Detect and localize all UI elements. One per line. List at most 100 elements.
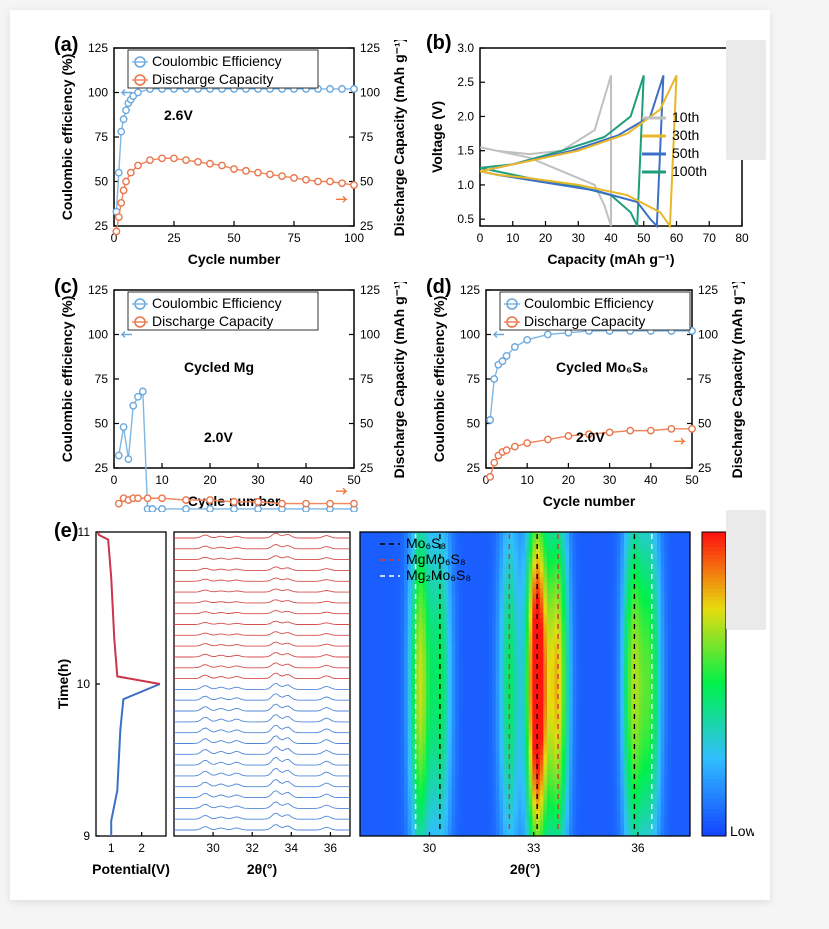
svg-text:80: 80 — [735, 231, 749, 245]
svg-text:75: 75 — [360, 130, 374, 144]
svg-text:25: 25 — [360, 219, 374, 233]
svg-text:100: 100 — [460, 328, 480, 342]
svg-text:Discharge Capacity (mAh g⁻¹): Discharge Capacity (mAh g⁻¹) — [391, 40, 407, 236]
svg-text:125: 125 — [460, 283, 480, 297]
svg-text:50: 50 — [347, 473, 361, 487]
svg-text:2.0V: 2.0V — [576, 429, 605, 445]
svg-text:100: 100 — [360, 86, 380, 100]
svg-text:100: 100 — [88, 86, 108, 100]
svg-text:30: 30 — [251, 473, 265, 487]
svg-text:20: 20 — [203, 473, 217, 487]
svg-text:100: 100 — [360, 328, 380, 342]
svg-text:Coulombic Efficiency: Coulombic Efficiency — [524, 295, 654, 311]
svg-text:Discharge Capacity: Discharge Capacity — [152, 71, 273, 87]
svg-text:2.6V: 2.6V — [164, 107, 193, 123]
svg-text:30: 30 — [572, 231, 586, 245]
svg-text:30: 30 — [206, 841, 220, 855]
svg-text:Discharge Capacity (mAh g⁻¹): Discharge Capacity (mAh g⁻¹) — [391, 282, 407, 478]
svg-text:Cycle number: Cycle number — [543, 493, 636, 509]
svg-text:Discharge Capacity: Discharge Capacity — [152, 313, 273, 329]
svg-text:Cycled Mg: Cycled Mg — [184, 359, 254, 375]
svg-text:Coulombic efficiency (%): Coulombic efficiency (%) — [59, 296, 75, 462]
svg-text:75: 75 — [467, 372, 481, 386]
svg-text:Cycle number: Cycle number — [188, 251, 281, 267]
svg-text:1: 1 — [108, 841, 115, 855]
svg-text:0.5: 0.5 — [457, 212, 474, 226]
svg-text:40: 40 — [604, 231, 618, 245]
svg-text:20: 20 — [562, 473, 576, 487]
chart-b: 010203040506070800.51.01.52.02.53.0Capac… — [426, 40, 752, 270]
svg-text:75: 75 — [698, 372, 712, 386]
svg-text:0: 0 — [477, 231, 484, 245]
svg-text:Discharge Capacity (mAh g⁻¹): Discharge Capacity (mAh g⁻¹) — [729, 282, 745, 478]
svg-text:10: 10 — [77, 677, 91, 691]
svg-text:50: 50 — [698, 417, 712, 431]
review-bar-icon — [726, 40, 766, 160]
svg-text:Voltage (V): Voltage (V) — [429, 101, 445, 173]
svg-text:50: 50 — [637, 231, 651, 245]
svg-text:50th: 50th — [672, 145, 699, 161]
svg-text:10: 10 — [521, 473, 535, 487]
chart-d: 01020304050252550507575100100125125Cycle… — [426, 282, 752, 512]
figure-page: (a) (b) (c) (d) (e) 02550751002525505075… — [10, 10, 770, 900]
svg-text:100: 100 — [344, 231, 364, 245]
svg-text:10th: 10th — [672, 109, 699, 125]
svg-text:125: 125 — [88, 41, 108, 55]
svg-text:75: 75 — [95, 130, 109, 144]
svg-text:1.0: 1.0 — [457, 178, 474, 192]
svg-text:70: 70 — [703, 231, 717, 245]
svg-text:125: 125 — [360, 283, 380, 297]
svg-text:2.5: 2.5 — [457, 75, 474, 89]
review-bar-icon — [726, 510, 766, 630]
svg-text:Coulombic efficiency (%): Coulombic efficiency (%) — [59, 54, 75, 220]
svg-text:25: 25 — [95, 461, 109, 475]
svg-text:100th: 100th — [672, 163, 707, 179]
svg-text:50: 50 — [360, 417, 374, 431]
svg-text:25: 25 — [698, 461, 712, 475]
svg-text:3.0: 3.0 — [457, 41, 474, 55]
svg-text:Time(h): Time(h) — [55, 659, 71, 709]
svg-text:30: 30 — [603, 473, 617, 487]
svg-text:25: 25 — [95, 219, 109, 233]
svg-text:125: 125 — [360, 41, 380, 55]
svg-text:10: 10 — [506, 231, 520, 245]
svg-text:Coulombic Efficiency: Coulombic Efficiency — [152, 295, 282, 311]
svg-text:Potential(V): Potential(V) — [92, 861, 170, 877]
chart-e: 91011Time(h)12Potential(V)303234362θ(°)3… — [54, 526, 754, 882]
svg-text:11: 11 — [78, 526, 91, 539]
svg-text:50: 50 — [685, 473, 699, 487]
svg-text:30th: 30th — [672, 127, 699, 143]
svg-text:75: 75 — [95, 372, 109, 386]
svg-text:25: 25 — [360, 461, 374, 475]
svg-text:Cycled Mo₆S₈: Cycled Mo₆S₈ — [556, 359, 648, 375]
svg-text:36: 36 — [324, 841, 338, 855]
svg-text:Coulombic efficiency (%): Coulombic efficiency (%) — [431, 296, 447, 462]
svg-text:32: 32 — [246, 841, 260, 855]
svg-text:20: 20 — [539, 231, 553, 245]
svg-text:50: 50 — [467, 417, 481, 431]
svg-text:100: 100 — [88, 328, 108, 342]
svg-text:0: 0 — [111, 473, 118, 487]
svg-text:60: 60 — [670, 231, 684, 245]
svg-text:2: 2 — [138, 841, 145, 855]
svg-text:50: 50 — [95, 417, 109, 431]
svg-text:9: 9 — [83, 829, 90, 843]
svg-text:25: 25 — [167, 231, 181, 245]
svg-text:75: 75 — [287, 231, 301, 245]
svg-text:34: 34 — [285, 841, 299, 855]
svg-text:2.0V: 2.0V — [204, 429, 233, 445]
svg-text:10: 10 — [155, 473, 169, 487]
chart-c: 01020304050252550507575100100125125Cycle… — [54, 282, 414, 512]
svg-text:1.5: 1.5 — [457, 144, 474, 158]
svg-text:2θ(°): 2θ(°) — [247, 861, 277, 877]
svg-text:125: 125 — [698, 283, 718, 297]
svg-text:40: 40 — [299, 473, 313, 487]
svg-text:25: 25 — [467, 461, 481, 475]
svg-text:40: 40 — [644, 473, 658, 487]
svg-text:50: 50 — [360, 175, 374, 189]
svg-text:Capacity (mAh g⁻¹): Capacity (mAh g⁻¹) — [547, 251, 674, 267]
svg-text:Coulombic Efficiency: Coulombic Efficiency — [152, 53, 282, 69]
svg-text:Discharge Capacity: Discharge Capacity — [524, 313, 645, 329]
chart-a: 0255075100252550507575100100125125Cycle … — [54, 40, 414, 270]
svg-text:50: 50 — [95, 175, 109, 189]
